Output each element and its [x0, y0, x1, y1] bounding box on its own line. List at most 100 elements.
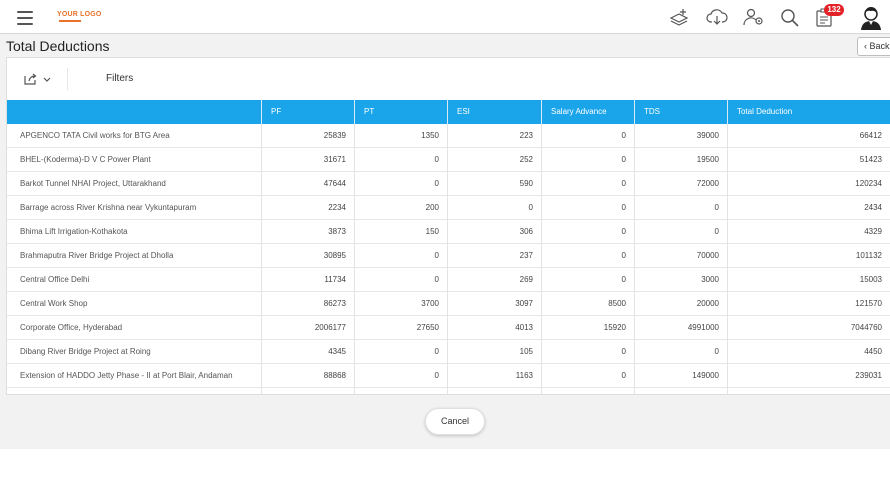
column-header[interactable]: [7, 100, 262, 124]
amount-cell: 4345: [262, 340, 355, 364]
top-navigation-bar: YOUR LOGO 132: [0, 0, 890, 34]
back-button-label: Back: [869, 41, 890, 51]
empty-cell: [448, 388, 542, 394]
amount-cell: 0: [542, 172, 635, 196]
table-row[interactable]: Central Office Delhi 11734 0 269 0 3000 15003: [7, 268, 890, 292]
table-row[interactable]: APGENCO TATA Civil works for BTG Area 258…: [7, 124, 890, 148]
site-name-cell: Barrage across River Krishna near Vykunt…: [7, 196, 262, 220]
amount-cell: 149000: [635, 364, 728, 388]
amount-cell: 72000: [635, 172, 728, 196]
chevron-left-icon: ‹: [864, 41, 867, 51]
amount-cell: 0: [355, 148, 448, 172]
column-header[interactable]: TDS: [635, 100, 728, 124]
amount-cell: 0: [542, 268, 635, 292]
table-row[interactable]: Barrage across River Krishna near Vykunt…: [7, 196, 890, 220]
amount-cell: 0: [355, 244, 448, 268]
page-title: Total Deductions: [6, 38, 110, 54]
table-row[interactable]: BHEL-(Koderma)-D V C Power Plant 31671 0 25…: [7, 148, 890, 172]
table-row[interactable]: Extension of HADDO Jetty Phase - II at P…: [7, 364, 890, 388]
amount-cell: 25839: [262, 124, 355, 148]
amount-cell: 4991000: [635, 316, 728, 340]
site-name-cell: Extension of HADDO Jetty Phase - II at P…: [7, 364, 262, 388]
amount-cell: 3097: [448, 292, 542, 316]
amount-cell: 86273: [262, 292, 355, 316]
add-layers-icon[interactable]: [668, 7, 690, 27]
amount-cell: 3700: [355, 292, 448, 316]
amount-cell: 0: [542, 340, 635, 364]
site-name-cell: BHEL-(Koderma)-D V C Power Plant: [7, 148, 262, 172]
menu-icon[interactable]: [17, 11, 33, 25]
amount-cell: 200: [355, 196, 448, 220]
amount-cell: 3000: [635, 268, 728, 292]
notification-badge: 132: [824, 4, 844, 16]
amount-cell: 0: [542, 124, 635, 148]
amount-cell: 11734: [262, 268, 355, 292]
amount-cell: 120234: [728, 172, 890, 196]
table-toolbar: Filters: [7, 58, 890, 100]
amount-cell: 2234: [262, 196, 355, 220]
amount-cell: 101132: [728, 244, 890, 268]
empty-cell: [262, 388, 355, 394]
amount-cell: 1163: [448, 364, 542, 388]
table-row[interactable]: Barkot Tunnel NHAI Project, Uttarakhand 4…: [7, 172, 890, 196]
amount-cell: 0: [635, 196, 728, 220]
amount-cell: 2434: [728, 196, 890, 220]
amount-cell: 88868: [262, 364, 355, 388]
amount-cell: 0: [355, 268, 448, 292]
amount-cell: 0: [355, 172, 448, 196]
column-header[interactable]: PF: [262, 100, 355, 124]
site-name-cell: Central Work Shop: [7, 292, 262, 316]
table-row[interactable]: Brahmaputra River Bridge Project at Dhol…: [7, 244, 890, 268]
cloud-download-icon[interactable]: [706, 7, 728, 27]
amount-cell: 0: [355, 364, 448, 388]
empty-cell: [728, 388, 890, 394]
amount-cell: 2006177: [262, 316, 355, 340]
column-header[interactable]: Total Deduction: [728, 100, 890, 124]
table-header: PF PT ESI Salary Advance TDS Total Deduction: [7, 100, 890, 124]
amount-cell: 47644: [262, 172, 355, 196]
site-name-cell: Dibang River Bridge Project at Roing: [7, 340, 262, 364]
amount-cell: 239031: [728, 364, 890, 388]
amount-cell: 121570: [728, 292, 890, 316]
logo-text: YOUR LOGO: [57, 11, 102, 18]
share-export-icon[interactable]: [23, 72, 53, 86]
column-header[interactable]: Salary Advance: [542, 100, 635, 124]
site-name-cell: Brahmaputra River Bridge Project at Dhol…: [7, 244, 262, 268]
amount-cell: 15920: [542, 316, 635, 340]
table-row[interactable]: Bhima Lift Irrigation-Kothakota 3873 150 30…: [7, 220, 890, 244]
amount-cell: 20000: [635, 292, 728, 316]
company-logo[interactable]: YOUR LOGO: [57, 11, 102, 23]
amount-cell: 0: [542, 196, 635, 220]
toolbar-divider: [67, 68, 68, 90]
amount-cell: 4013: [448, 316, 542, 340]
search-icon[interactable]: [779, 7, 801, 27]
back-button[interactable]: ‹ Back: [857, 37, 890, 56]
site-name-cell: APGENCO TATA Civil works for BTG Area: [7, 124, 262, 148]
amount-cell: 0: [542, 148, 635, 172]
table-row-partial: [7, 388, 890, 394]
site-name-cell: Corporate Office, Hyderabad: [7, 316, 262, 340]
amount-cell: 237: [448, 244, 542, 268]
column-header[interactable]: PT: [355, 100, 448, 124]
user-avatar-icon[interactable]: [858, 4, 884, 30]
amount-cell: 306: [448, 220, 542, 244]
users-settings-icon[interactable]: [743, 7, 765, 27]
amount-cell: 27650: [355, 316, 448, 340]
amount-cell: 19500: [635, 148, 728, 172]
table-row[interactable]: Dibang River Bridge Project at Roing 4345…: [7, 340, 890, 364]
amount-cell: 0: [635, 220, 728, 244]
filters-button[interactable]: Filters: [106, 73, 134, 84]
column-header[interactable]: ESI: [448, 100, 542, 124]
site-name-cell: Barkot Tunnel NHAI Project, Uttarakhand: [7, 172, 262, 196]
amount-cell: 70000: [635, 244, 728, 268]
amount-cell: 7044760: [728, 316, 890, 340]
amount-cell: 269: [448, 268, 542, 292]
cancel-button[interactable]: Cancel: [425, 408, 485, 435]
amount-cell: 3873: [262, 220, 355, 244]
empty-cell: [635, 388, 728, 394]
table-row[interactable]: Central Work Shop 86273 3700 3097 8500 20000 1…: [7, 292, 890, 316]
table-row[interactable]: Corporate Office, Hyderabad 2006177 27650 4…: [7, 316, 890, 340]
amount-cell: 0: [542, 364, 635, 388]
footer-bar: Cancel: [0, 395, 890, 449]
amount-cell: 15003: [728, 268, 890, 292]
